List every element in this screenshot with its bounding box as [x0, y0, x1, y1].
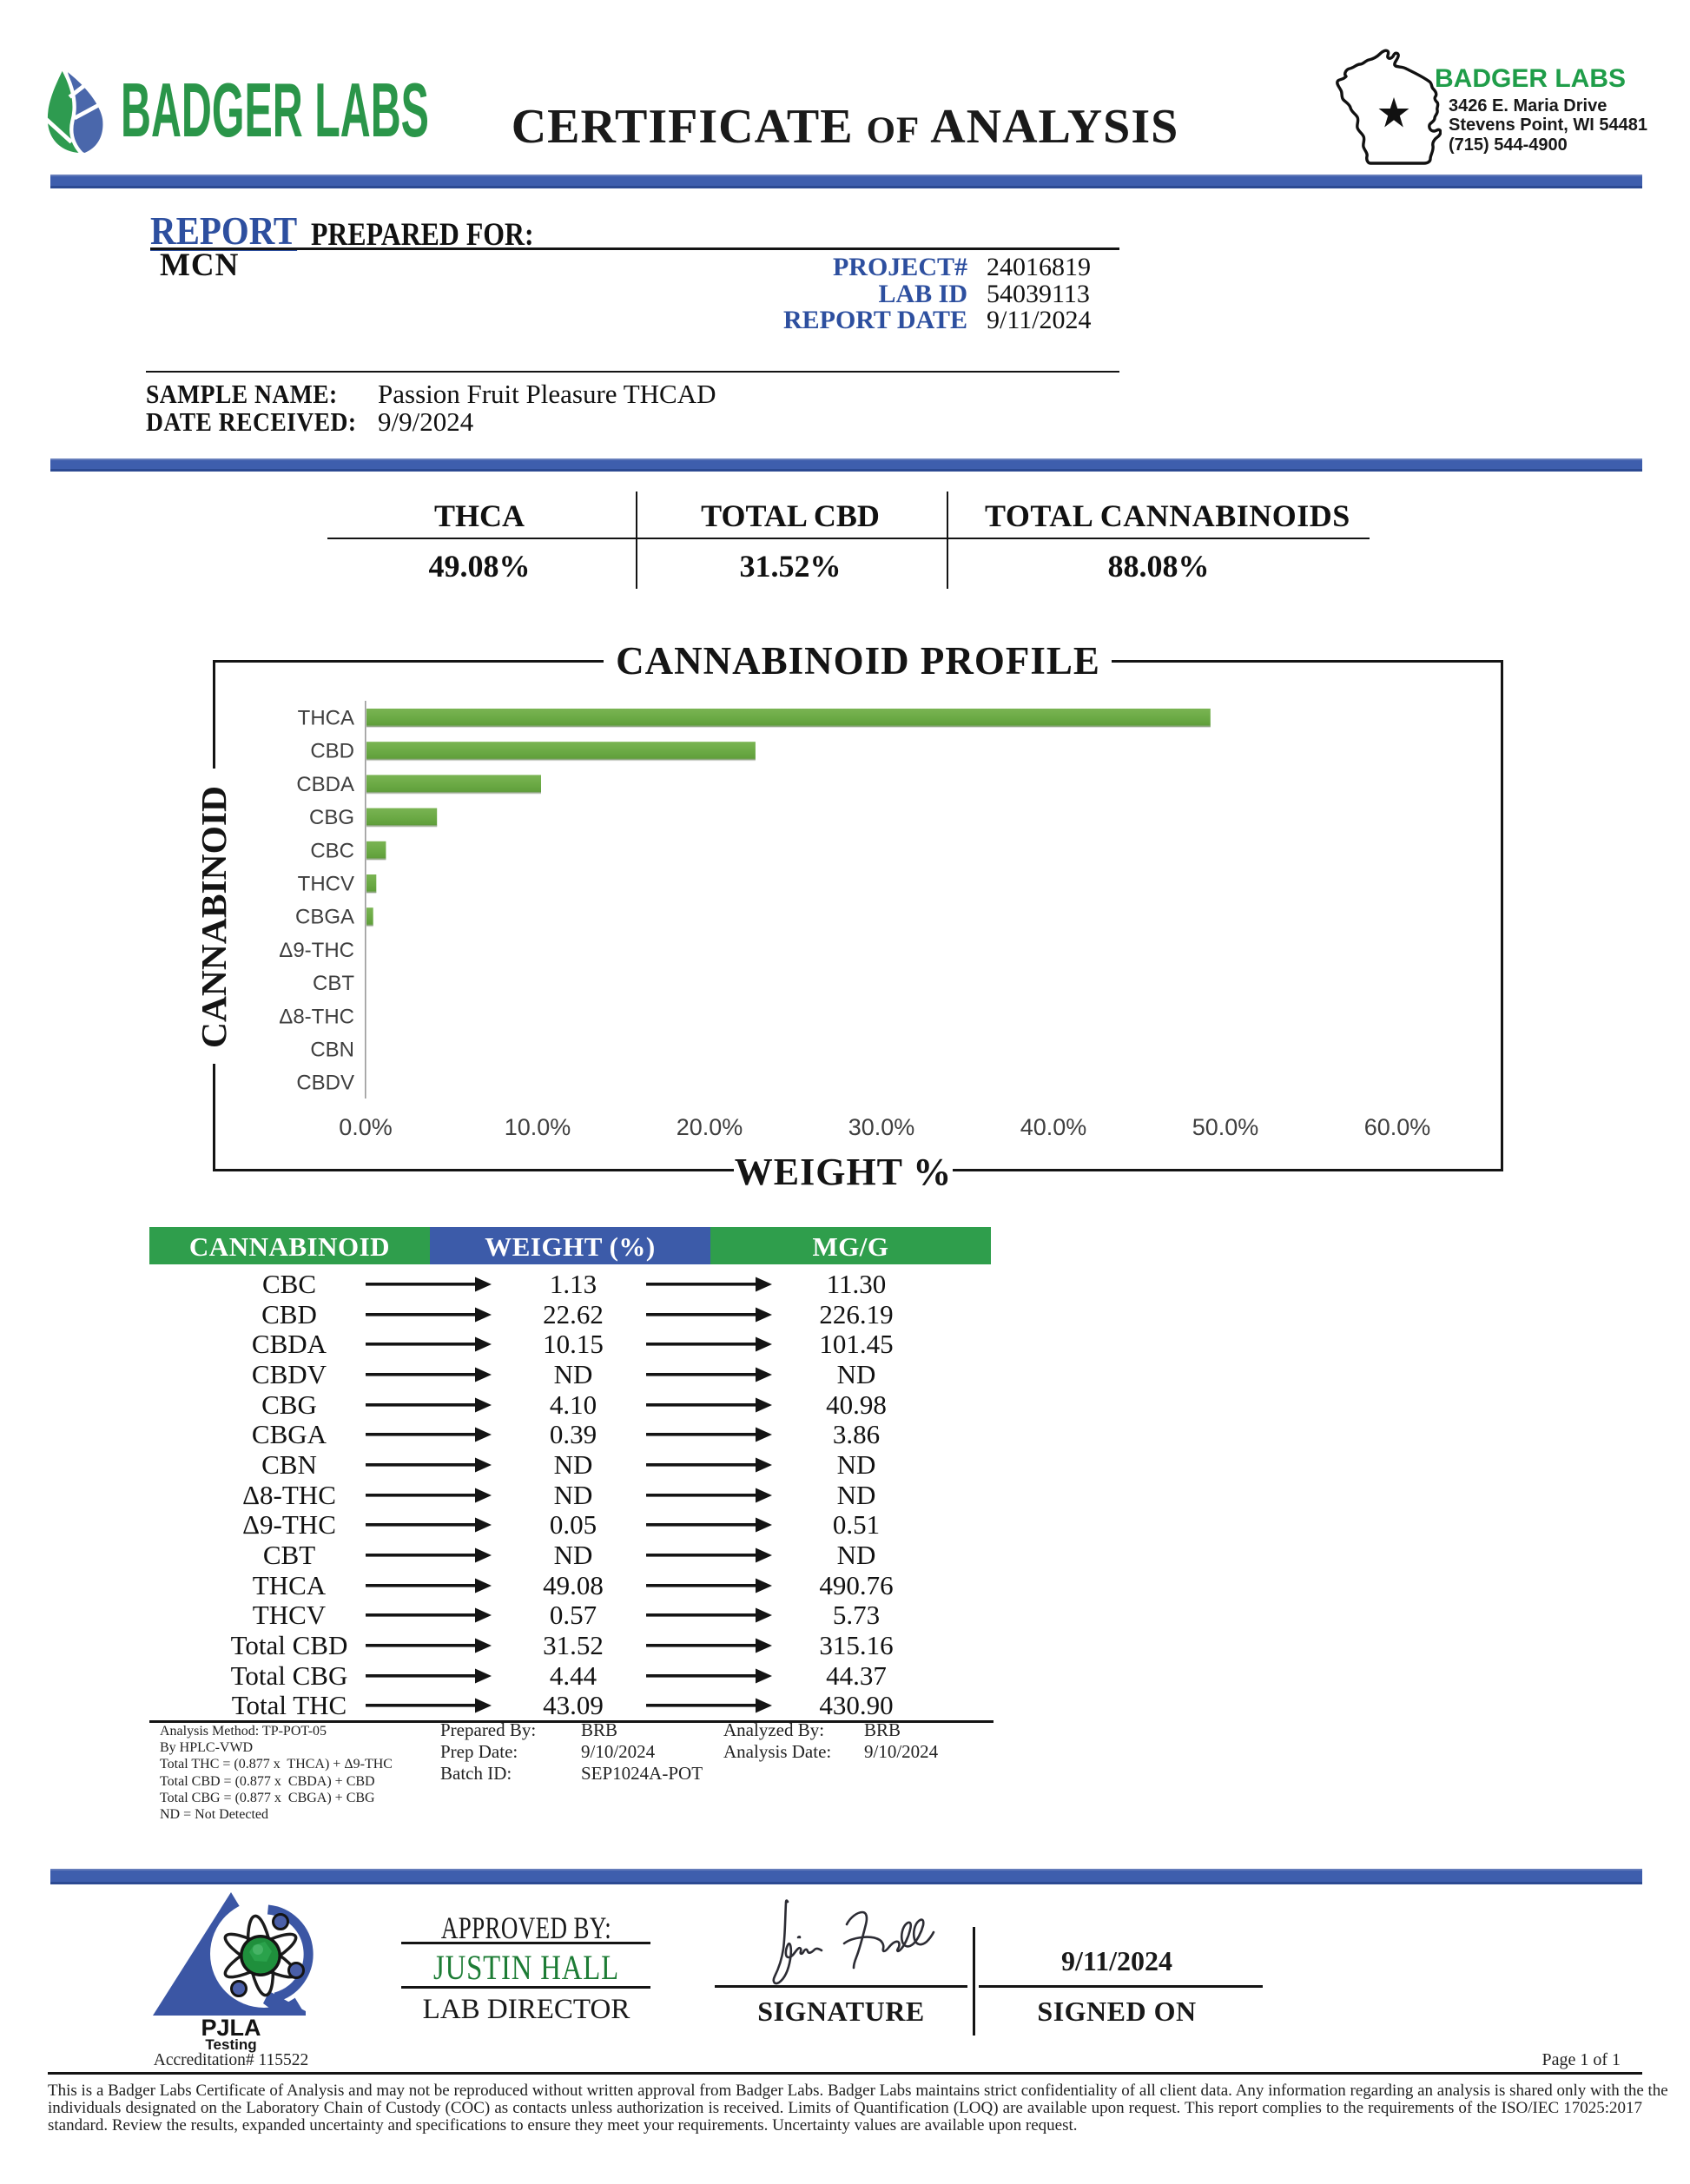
svg-text:CBC: CBC — [310, 839, 354, 862]
svg-text:30.0%: 30.0% — [848, 1114, 915, 1140]
svg-text:CBDV: CBDV — [296, 1072, 354, 1095]
svg-text:60.0%: 60.0% — [1364, 1114, 1431, 1140]
svg-text:CANNABINOID PROFILE: CANNABINOID PROFILE — [616, 639, 1100, 683]
svg-text:20.0%: 20.0% — [677, 1114, 743, 1140]
svg-text:THCA: THCA — [298, 707, 354, 730]
svg-text:CANNABINOID: CANNABINOID — [194, 786, 234, 1048]
svg-text:0.0%: 0.0% — [339, 1114, 393, 1140]
svg-text:CBGA: CBGA — [295, 906, 354, 929]
svg-text:THCV: THCV — [298, 873, 354, 896]
svg-text:CBD: CBD — [310, 740, 354, 763]
svg-text:CBN: CBN — [310, 1039, 354, 1062]
svg-text:CBT: CBT — [313, 972, 354, 995]
svg-text:CBDA: CBDA — [296, 773, 354, 796]
svg-text:CBG: CBG — [309, 806, 354, 829]
svg-text:40.0%: 40.0% — [1020, 1114, 1087, 1140]
svg-text:Δ9-THC: Δ9-THC — [279, 939, 354, 962]
svg-text:10.0%: 10.0% — [505, 1114, 571, 1140]
svg-text:50.0%: 50.0% — [1192, 1114, 1259, 1140]
svg-text:WEIGHT %: WEIGHT % — [735, 1151, 952, 1193]
svg-text:Δ8-THC: Δ8-THC — [279, 1005, 354, 1028]
